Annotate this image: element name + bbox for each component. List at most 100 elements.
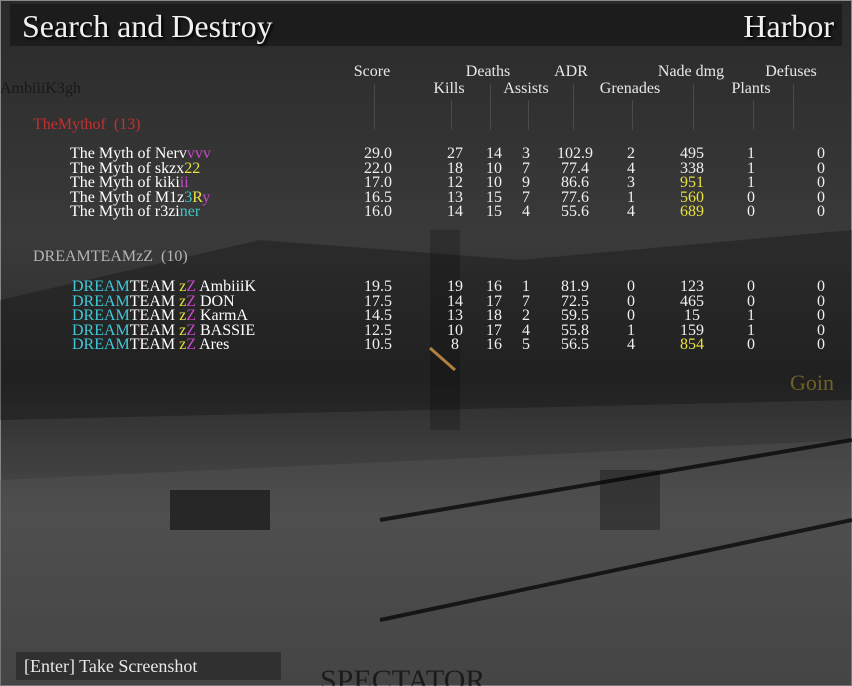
stat-cell: 13 (447, 188, 463, 206)
name-part: vvv (186, 145, 211, 162)
stat-cell: 4 (522, 203, 530, 221)
name-part: DREAM (72, 336, 130, 354)
stat-cell: 0 (627, 307, 635, 325)
column-divider (693, 84, 694, 130)
player-name: The Myth of kikiii (70, 174, 189, 192)
column-header: Grenades (599, 80, 661, 97)
stat-cell: 4 (522, 321, 530, 339)
team-title: TheMythof (33, 116, 106, 133)
stat-cell: 15 (486, 203, 502, 221)
name-part: TEAM (129, 321, 180, 339)
name-part: The Myth of kiki (70, 174, 180, 192)
stat-cell: 14 (447, 292, 463, 310)
stat-cell: 8 (451, 336, 459, 354)
stat-cell: 0 (747, 203, 755, 221)
stat-cell: 9 (522, 174, 530, 192)
stat-cell: 77.6 (561, 188, 589, 206)
column-divider (451, 100, 452, 130)
stat-cell: 14 (486, 145, 502, 162)
stat-cell: 10.5 (364, 336, 392, 354)
stat-cell: 2 (627, 145, 635, 162)
stat-cell: 55.8 (561, 321, 589, 339)
name-part: y (202, 188, 211, 206)
name-part: z (179, 292, 187, 310)
stat-cell: 3 (522, 145, 530, 162)
stat-cell: 951 (680, 174, 704, 192)
column-header: ADR (554, 63, 588, 80)
stat-cell: 495 (680, 145, 704, 162)
stat-cell: 15 (684, 307, 700, 325)
name-part: TEAM (129, 336, 180, 354)
name-part: BASSIE (196, 321, 256, 339)
stat-cell: 29.0 (364, 145, 392, 162)
name-part: DREAM (72, 278, 130, 295)
name-part: TEAM (129, 292, 180, 310)
stat-cell: 0 (747, 278, 755, 295)
column-divider (528, 100, 529, 130)
stat-cell: 0 (627, 292, 635, 310)
stat-cell: 0 (747, 292, 755, 310)
name-part: DREAM (72, 292, 130, 310)
player-name: DREAMTEAM zZ AmbiiiK (72, 278, 256, 295)
player-name: DREAMTEAM zZ DON (72, 292, 235, 310)
column-header: Plants (731, 80, 771, 97)
name-part: Z (186, 307, 196, 325)
stat-cell: 1 (747, 307, 755, 325)
stat-cell: 689 (680, 203, 704, 221)
name-part: Z (186, 336, 196, 354)
stat-cell: 338 (680, 159, 704, 177)
column-divider (490, 84, 491, 130)
stat-cell: 81.9 (561, 278, 589, 295)
name-part: Ares (196, 336, 230, 354)
map-name: Harbor (743, 8, 834, 44)
name-part: R (192, 188, 203, 206)
stat-cell: 0 (817, 203, 825, 221)
stat-cell: 1 (522, 278, 530, 295)
name-part: z (179, 321, 187, 339)
player-name: The Myth of skzx22 (70, 159, 200, 177)
stat-cell: 3 (627, 174, 635, 192)
stat-cell: 14 (447, 203, 463, 221)
name-part: KarmA (196, 307, 248, 325)
stat-cell: 854 (680, 336, 704, 354)
stat-cell: 123 (680, 278, 704, 295)
stat-cell: 12.5 (364, 321, 392, 339)
team-score: (13) (113, 116, 141, 133)
stat-cell: 59.5 (561, 307, 589, 325)
name-part: Z (186, 292, 196, 310)
stat-cell: 19 (447, 278, 463, 295)
stat-cell: 1 (747, 145, 755, 162)
stat-cell: 2 (522, 307, 530, 325)
name-part: The Myth of skzx (70, 159, 185, 177)
column-header: Nade dmg (657, 63, 725, 80)
stat-cell: 0 (817, 145, 825, 162)
name-part: TEAM (129, 307, 180, 325)
column-divider (793, 84, 794, 130)
stat-cell: 7 (522, 292, 530, 310)
stat-cell: 16.5 (364, 188, 392, 206)
stat-cell: 55.6 (561, 203, 589, 221)
stat-cell: 0 (817, 336, 825, 354)
name-part: TEAM (129, 278, 180, 295)
stat-cell: 17.0 (364, 174, 392, 192)
stat-cell: 0 (817, 307, 825, 325)
stat-cell: 0 (817, 292, 825, 310)
stat-cell: 7 (522, 188, 530, 206)
stat-cell: 16 (486, 278, 502, 295)
name-part: The Myth of r3zi (70, 203, 180, 221)
column-header: Deaths (465, 63, 511, 80)
stat-cell: 17 (486, 292, 502, 310)
column-header: Defuses (765, 63, 817, 80)
stat-cell: 17.5 (364, 292, 392, 310)
stat-cell: 16.0 (364, 203, 392, 221)
team-title: DREAMTEAMzZ (33, 248, 153, 265)
team-name: DREAMTEAMzZ (10) (33, 248, 188, 266)
column-header: Score (353, 63, 391, 80)
stat-cell: 18 (447, 159, 463, 177)
stat-cell: 10 (447, 321, 463, 339)
stat-cell: 560 (680, 188, 704, 206)
name-part: The Myth of Nerv (70, 145, 187, 162)
spectator-label: SPECTATOR (320, 664, 486, 686)
stat-cell: 72.5 (561, 292, 589, 310)
